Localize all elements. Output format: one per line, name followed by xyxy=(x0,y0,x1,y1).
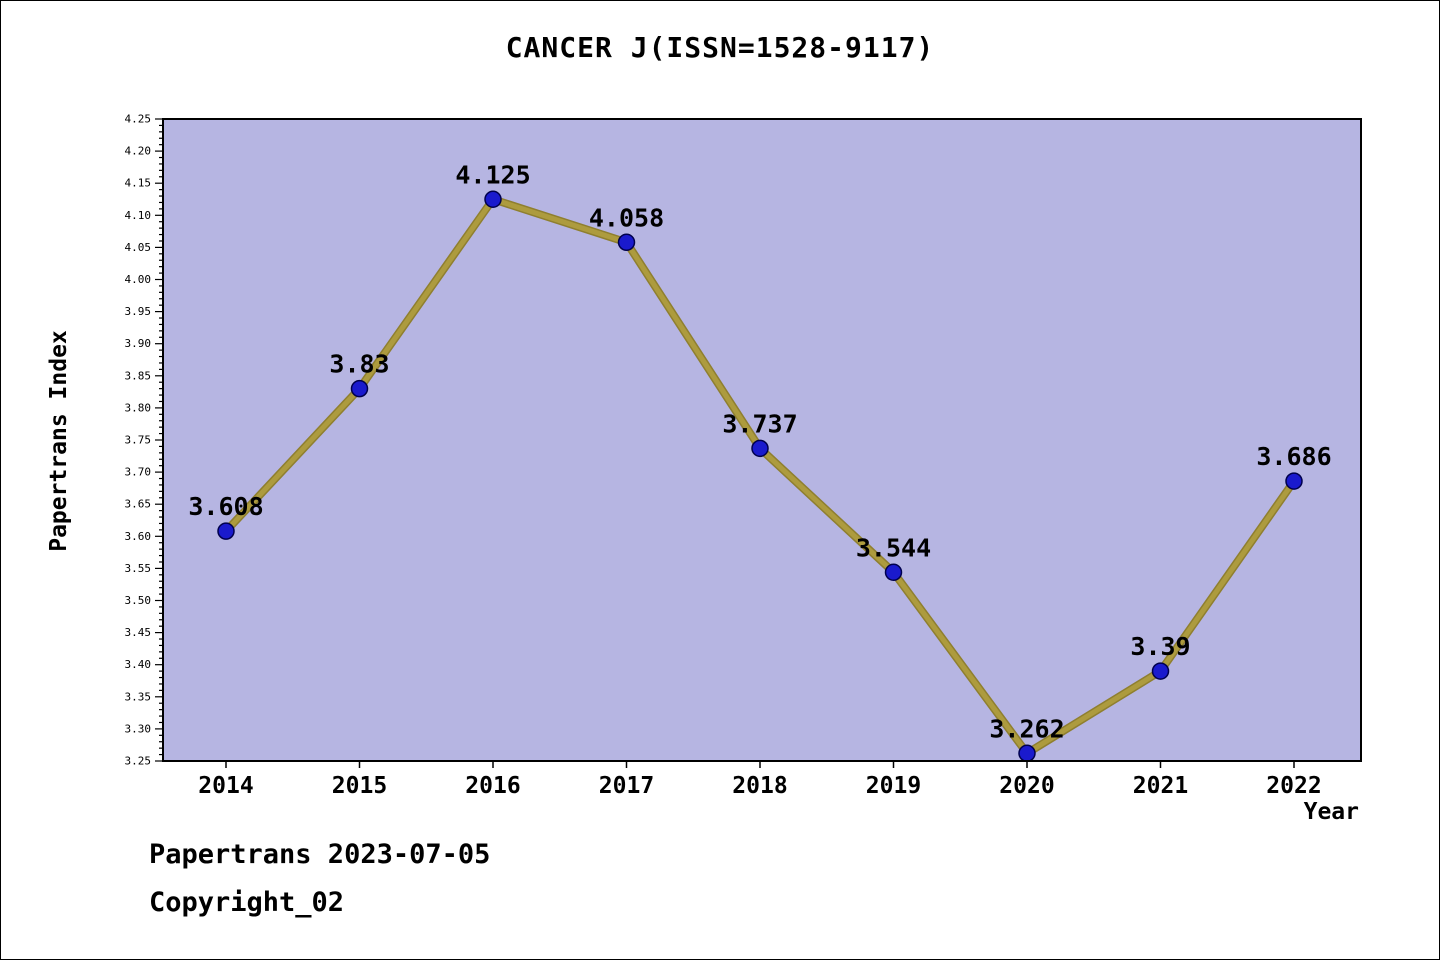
data-point xyxy=(484,190,502,208)
svg-text:3.75: 3.75 xyxy=(125,434,152,447)
svg-text:2017: 2017 xyxy=(599,773,654,799)
data-point xyxy=(1285,472,1303,490)
svg-text:3.50: 3.50 xyxy=(125,594,152,607)
data-point-label: 3.737 xyxy=(722,409,797,438)
svg-text:3.90: 3.90 xyxy=(125,337,152,350)
svg-text:2021: 2021 xyxy=(1133,773,1188,799)
data-point-label: 3.686 xyxy=(1256,442,1331,471)
x-axis-ticks: 2014 2015 2016 2017 2018 2019 2020 2021 2022 xyxy=(198,761,1322,799)
svg-text:2022: 2022 xyxy=(1266,773,1321,799)
svg-text:2018: 2018 xyxy=(732,773,787,799)
data-point-label: 4.125 xyxy=(455,160,530,189)
svg-text:4.10: 4.10 xyxy=(125,209,152,222)
data-point xyxy=(1151,662,1170,680)
data-point-label: 3.83 xyxy=(329,350,389,379)
svg-text:3.85: 3.85 xyxy=(125,369,152,382)
svg-text:4.05: 4.05 xyxy=(125,241,152,254)
svg-text:3.95: 3.95 xyxy=(125,305,152,318)
svg-text:2015: 2015 xyxy=(332,773,387,799)
data-point xyxy=(350,379,369,398)
data-point-label: 4.058 xyxy=(589,203,664,232)
data-point xyxy=(617,233,636,252)
svg-text:3.30: 3.30 xyxy=(125,722,152,735)
svg-text:3.65: 3.65 xyxy=(125,498,152,511)
svg-text:3.25: 3.25 xyxy=(125,755,152,768)
svg-text:3.45: 3.45 xyxy=(125,626,152,639)
footer-copyright: Copyright_02 xyxy=(149,887,345,918)
data-point-label: 3.544 xyxy=(856,533,931,562)
svg-text:3.80: 3.80 xyxy=(125,401,152,414)
svg-text:3.40: 3.40 xyxy=(125,658,152,671)
svg-text:2019: 2019 xyxy=(866,773,921,799)
x-axis-title: Year xyxy=(1303,799,1359,825)
svg-text:3.55: 3.55 xyxy=(125,562,152,575)
svg-text:4.25: 4.25 xyxy=(125,113,152,126)
svg-text:3.60: 3.60 xyxy=(125,530,152,543)
plot-border xyxy=(162,118,1362,762)
svg-text:2020: 2020 xyxy=(999,773,1054,799)
svg-text:3.70: 3.70 xyxy=(125,466,152,479)
svg-text:4.15: 4.15 xyxy=(125,177,152,190)
data-point xyxy=(217,522,235,540)
data-point xyxy=(1018,744,1036,763)
data-point-label: 3.39 xyxy=(1130,632,1190,661)
data-point-label: 3.608 xyxy=(188,492,263,521)
svg-text:2014: 2014 xyxy=(198,773,253,799)
data-point-label: 3.262 xyxy=(989,714,1064,743)
footer-source-date: Papertrans 2023-07-05 xyxy=(149,839,491,870)
svg-text:4.20: 4.20 xyxy=(125,145,152,158)
data-points: 3.608 3.83 4.125 4.058 3.737 3.544 3.262 3.39 3.… xyxy=(188,160,1332,763)
svg-text:3.35: 3.35 xyxy=(125,690,152,703)
y-axis-ticks: 3.25 3.30 3.35 3.40 3.45 3.50 3.55 3.60 3.65 3.70… xyxy=(125,113,163,768)
data-point xyxy=(751,439,769,458)
svg-text:2016: 2016 xyxy=(465,773,520,799)
data-point xyxy=(884,563,903,582)
svg-text:4.00: 4.00 xyxy=(125,273,152,286)
chart-title: CANCER J(ISSN=1528-9117) xyxy=(505,31,935,64)
